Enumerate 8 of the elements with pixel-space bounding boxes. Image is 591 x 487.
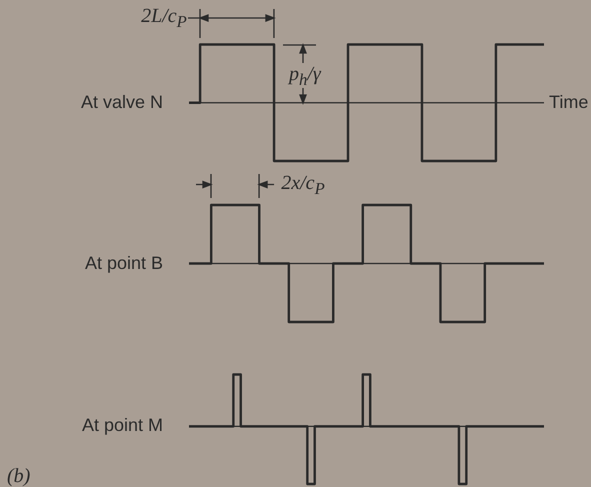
- annotation: p$_{h}$/γ: [289, 62, 321, 89]
- text: (b): [7, 465, 30, 487]
- text: 2x/c$_{P}$: [281, 172, 325, 198]
- text: 2L/c$_{P}$: [141, 5, 187, 32]
- y-axis-title: At point M: [82, 415, 164, 436]
- y-axis-title: At valve N: [81, 92, 164, 113]
- x-axis-title: Time: [549, 92, 588, 113]
- y-axis-title: At point B: [85, 252, 164, 274]
